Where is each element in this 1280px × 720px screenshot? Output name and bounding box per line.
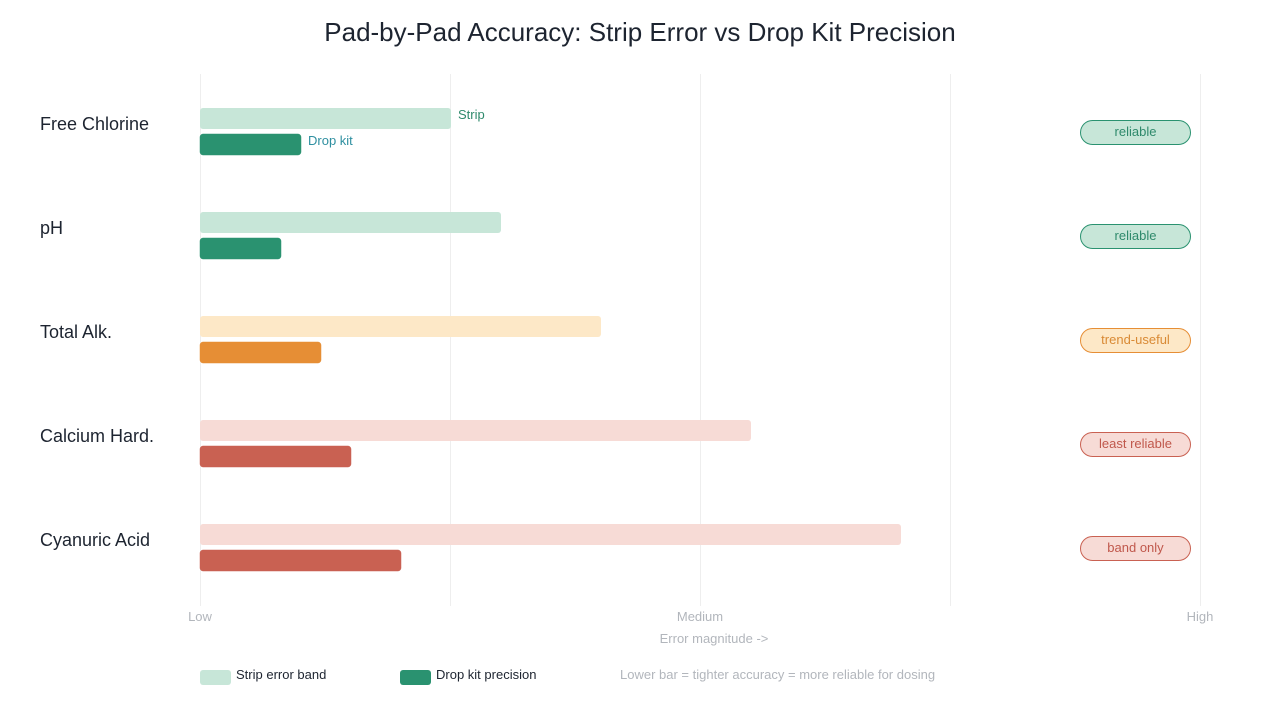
strip-error-bar bbox=[200, 212, 501, 233]
drop-kit-bar bbox=[199, 445, 352, 468]
x-axis: Low Medium High bbox=[188, 609, 1213, 624]
series-annotation: Strip bbox=[458, 107, 485, 122]
status-badge bbox=[1080, 120, 1191, 145]
status-badge-text: reliable bbox=[1115, 124, 1157, 139]
category-label: Cyanuric Acid bbox=[40, 530, 150, 550]
legend-note: Lower bar = tighter accuracy = more reli… bbox=[620, 667, 935, 682]
status-badge bbox=[1080, 432, 1191, 457]
category-labels: Free Chlorine pH Total Alk. Calcium Hard. Cy… bbox=[40, 114, 154, 550]
x-tick-label: Medium bbox=[677, 609, 723, 624]
status-badge-text: band only bbox=[1107, 540, 1164, 555]
status-badge bbox=[1080, 224, 1191, 249]
chart-title: Pad-by-Pad Accuracy: Strip Error vs Drop… bbox=[324, 17, 955, 47]
grid bbox=[200, 74, 1201, 606]
bars: Strip Drop kit bbox=[199, 107, 901, 572]
status-badges: reliable reliable trend-useful least reliab… bbox=[1080, 120, 1191, 561]
x-axis-title: Error magnitude -> bbox=[660, 631, 769, 646]
legend: Strip error band Drop kit precision Lower … bbox=[200, 667, 935, 685]
strip-error-bar bbox=[200, 524, 901, 545]
series-annotation: Drop kit bbox=[308, 133, 353, 148]
status-badge bbox=[1080, 328, 1191, 353]
status-badge-text: trend-useful bbox=[1101, 332, 1170, 347]
category-label: Free Chlorine bbox=[40, 114, 149, 134]
drop-kit-bar bbox=[199, 549, 402, 572]
legend-swatch-strip bbox=[200, 670, 231, 685]
legend-label: Drop kit precision bbox=[436, 667, 536, 682]
x-tick-label: Low bbox=[188, 609, 212, 624]
legend-swatch-drop-kit bbox=[400, 670, 431, 685]
category-label: Calcium Hard. bbox=[40, 426, 154, 446]
legend-label: Strip error band bbox=[236, 667, 326, 682]
strip-error-bar bbox=[200, 420, 751, 441]
category-label: pH bbox=[40, 218, 63, 238]
status-badge-text: least reliable bbox=[1099, 436, 1172, 451]
strip-error-bar bbox=[200, 108, 451, 129]
drop-kit-bar bbox=[199, 237, 282, 260]
x-tick-label: High bbox=[1187, 609, 1214, 624]
drop-kit-bar bbox=[199, 341, 322, 364]
strip-error-bar bbox=[200, 316, 601, 337]
status-badge-text: reliable bbox=[1115, 228, 1157, 243]
category-label: Total Alk. bbox=[40, 322, 112, 342]
drop-kit-bar bbox=[199, 133, 302, 156]
status-badge bbox=[1080, 536, 1191, 561]
